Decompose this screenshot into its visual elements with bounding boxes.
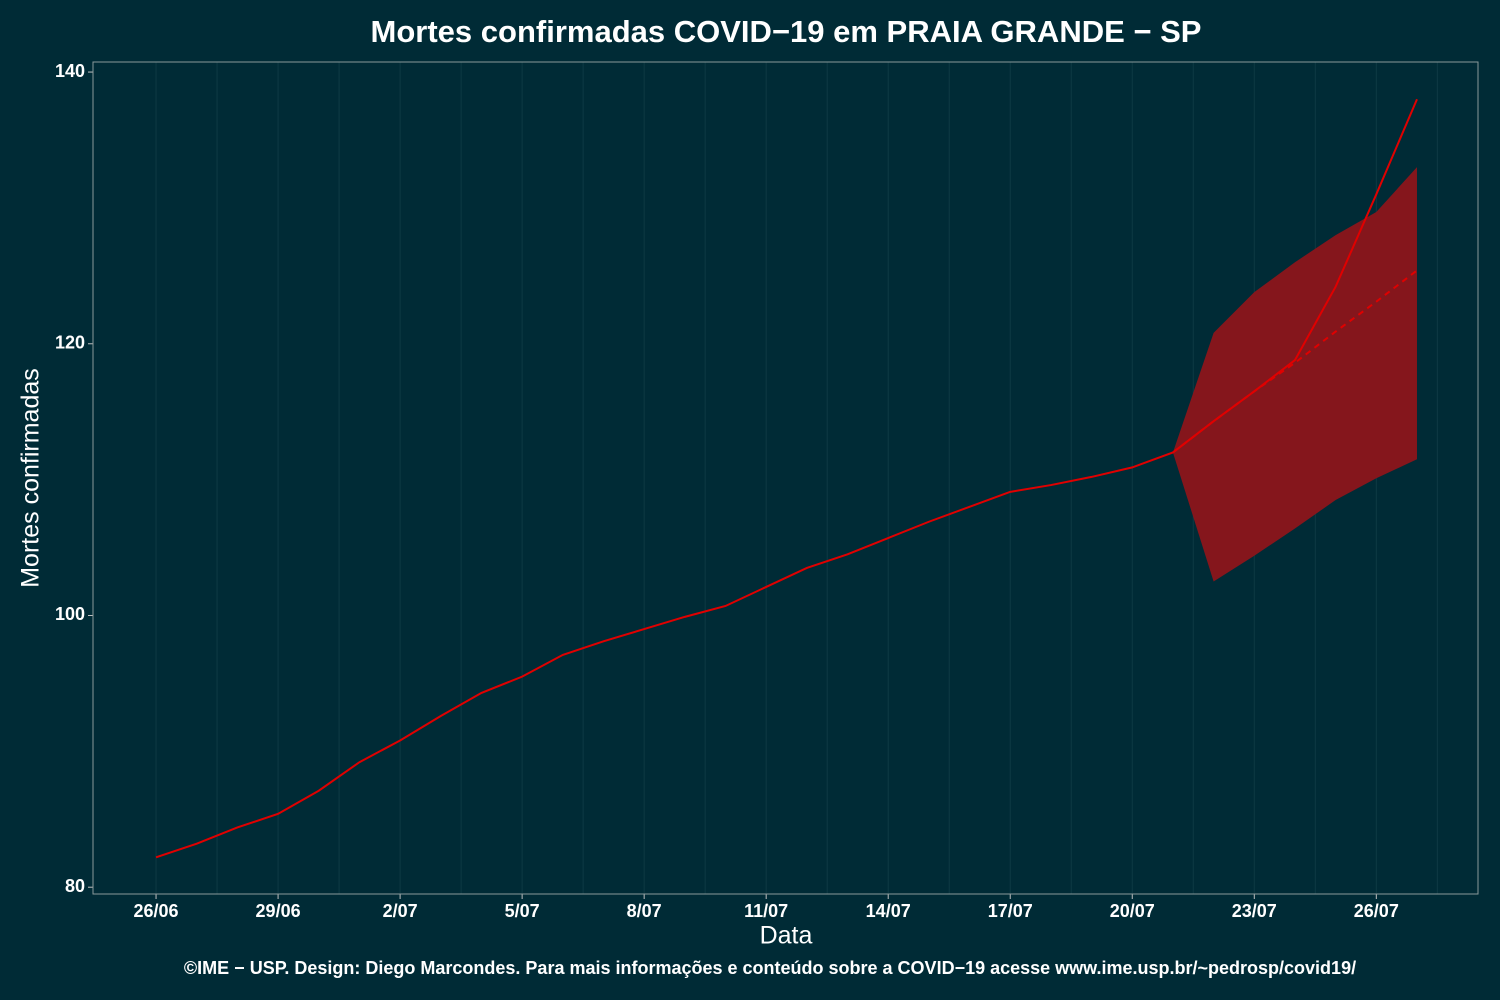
confidence-band xyxy=(1172,167,1417,582)
forecast-line xyxy=(1172,269,1418,454)
y-axis-label: Mortes confirmadas xyxy=(17,368,45,588)
x-tick-label: 26/06 xyxy=(134,901,179,921)
plot-border xyxy=(92,61,1479,895)
caption: ©IME − USP. Design: Diego Marcondes. Par… xyxy=(184,958,1356,978)
x-tick-label: 5/07 xyxy=(505,901,540,921)
x-tick-label: 20/07 xyxy=(1110,901,1155,921)
x-tick-label: 14/07 xyxy=(866,901,911,921)
x-tick-label: 2/07 xyxy=(383,901,418,921)
y-tick-label: 100 xyxy=(55,604,85,624)
x-tick-label: 8/07 xyxy=(627,901,662,921)
x-tick-label: 23/07 xyxy=(1232,901,1277,921)
x-tick-label: 29/06 xyxy=(256,901,301,921)
chart-title: Mortes confirmadas COVID−19 em PRAIA GRA… xyxy=(371,14,1202,49)
x-tick-label: 17/07 xyxy=(988,901,1033,921)
x-tick-label: 26/07 xyxy=(1354,901,1399,921)
y-tick-label: 140 xyxy=(55,61,85,81)
x-axis-label: Data xyxy=(760,922,813,950)
x-tick-label: 11/07 xyxy=(744,901,788,921)
y-tick-label: 120 xyxy=(55,333,85,353)
y-tick-label: 80 xyxy=(65,876,85,896)
data-line xyxy=(155,98,1418,859)
